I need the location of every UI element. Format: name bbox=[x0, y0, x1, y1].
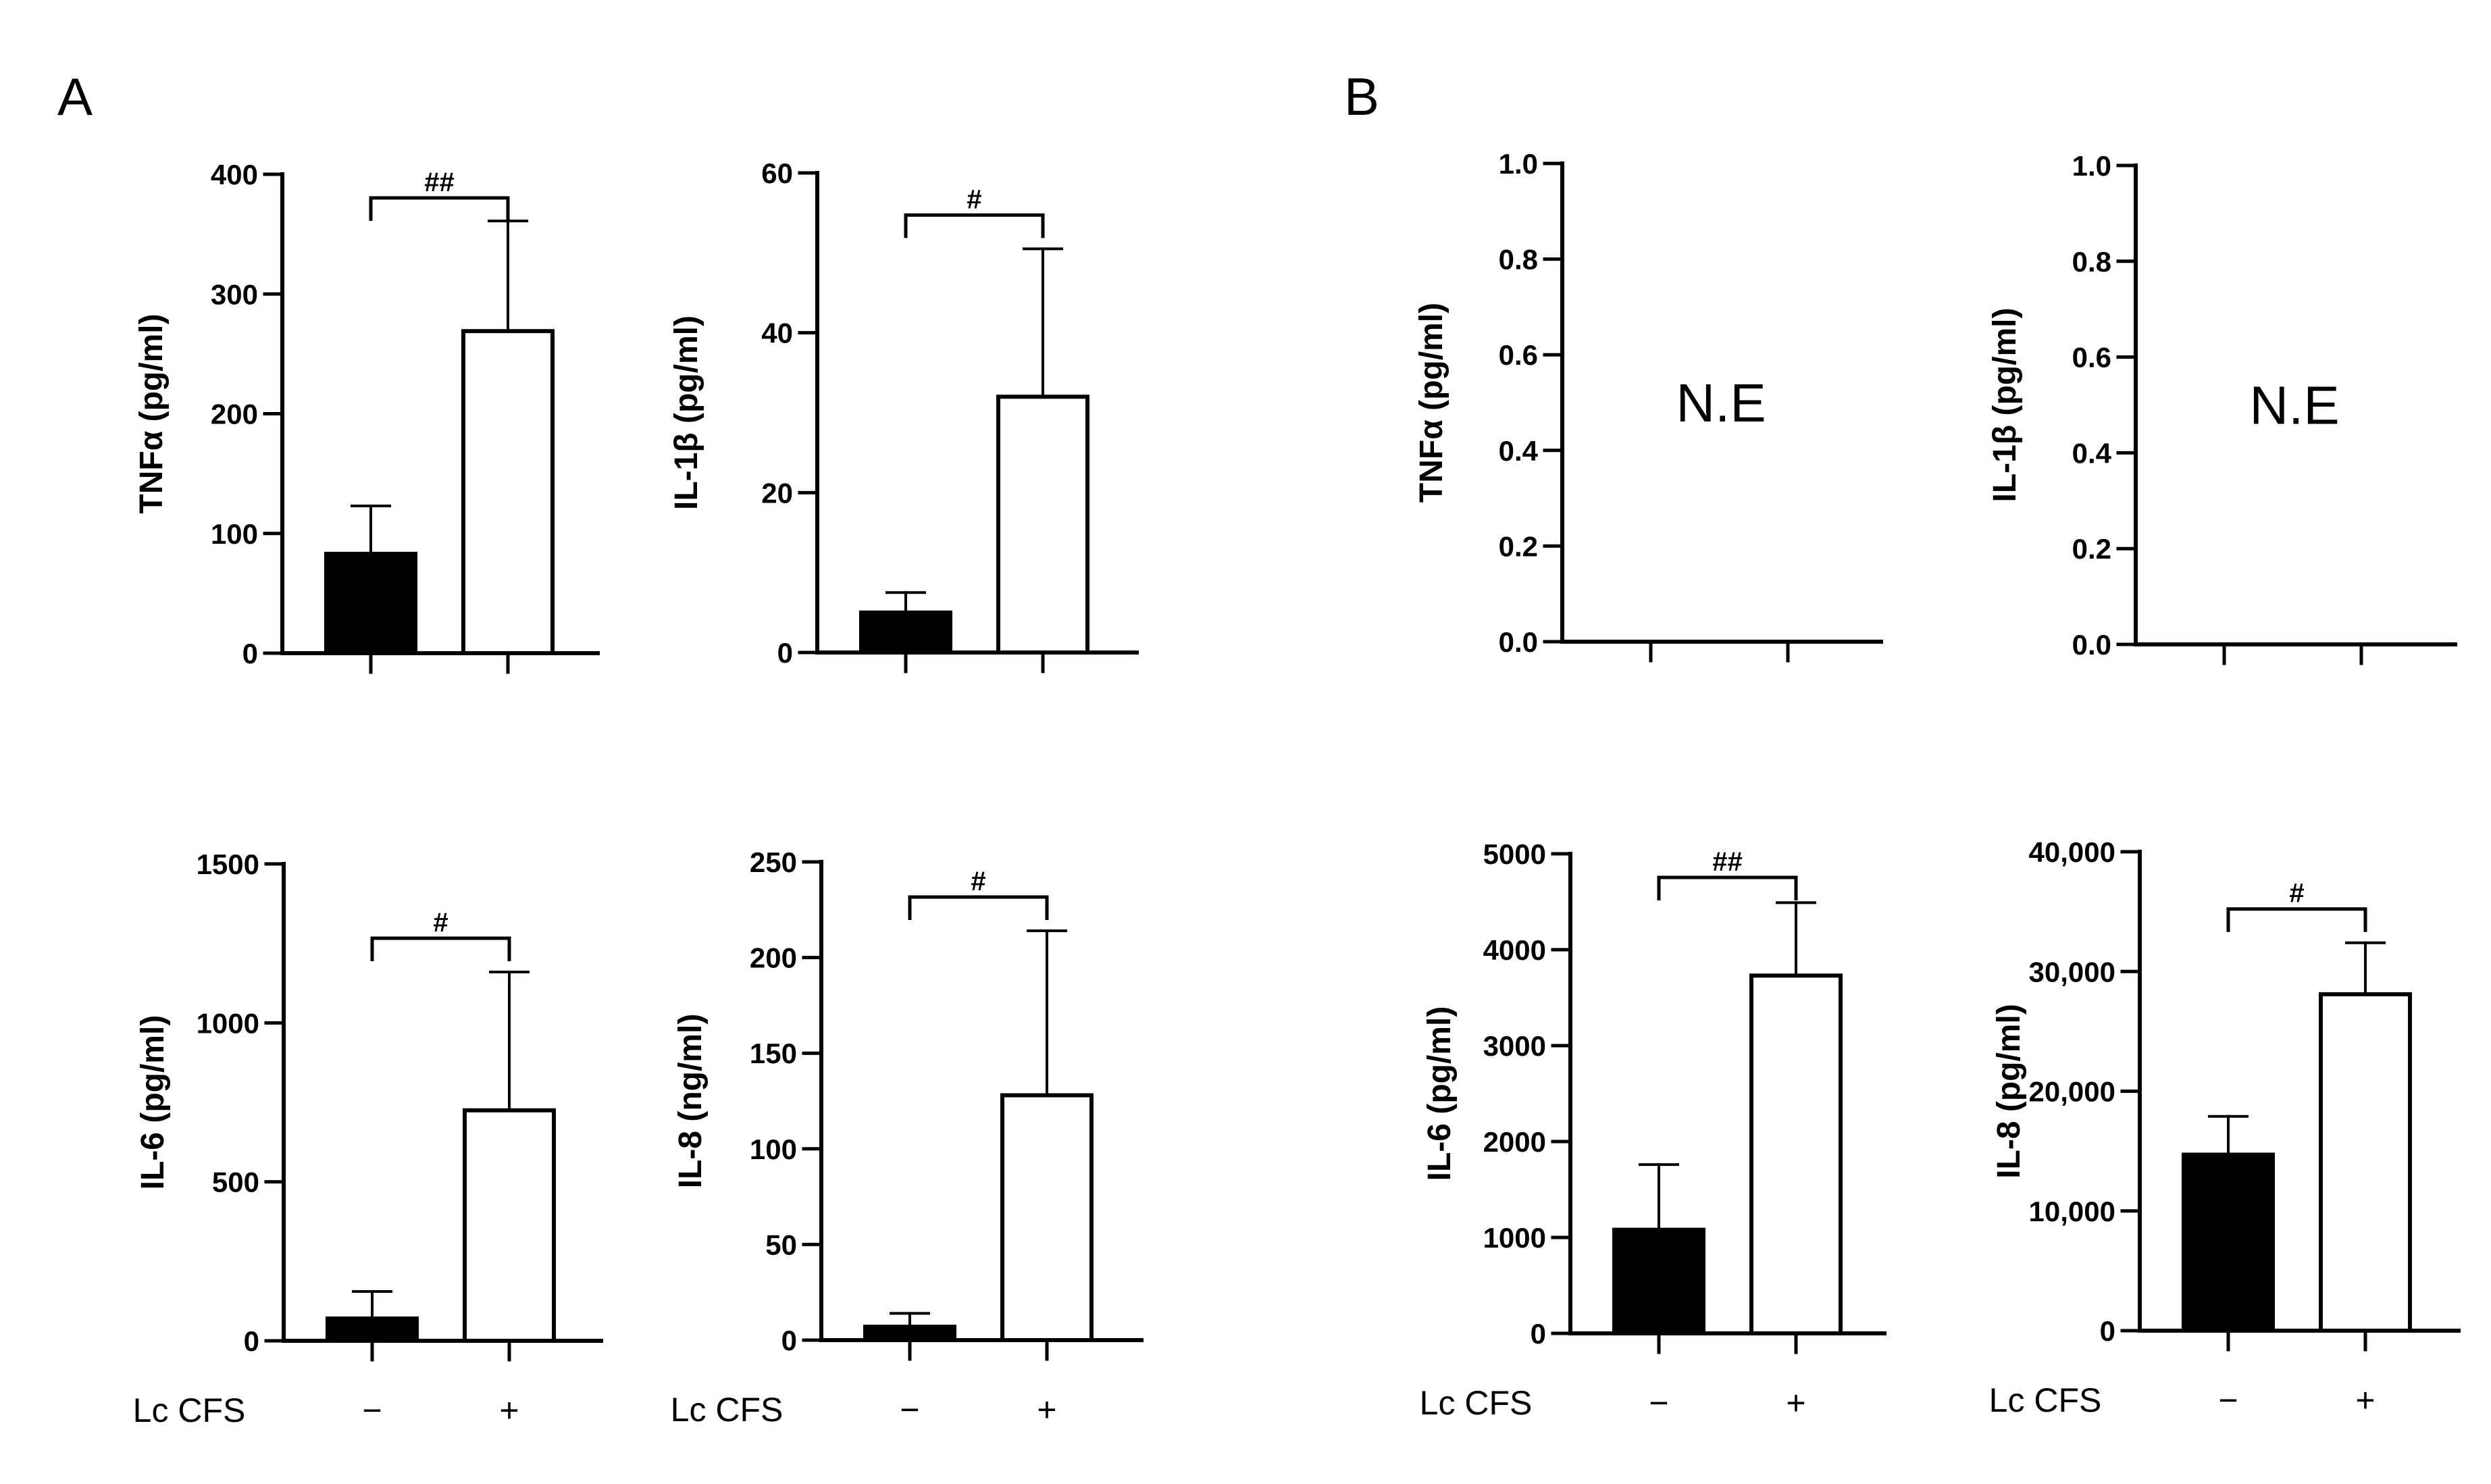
not-evaluated-label: N.E bbox=[2249, 376, 2339, 436]
y-axis-title: IL-1β (pg/ml) bbox=[669, 315, 704, 510]
bar-treated bbox=[2319, 992, 2412, 1333]
y-tick-label: 0 bbox=[1531, 1318, 1546, 1350]
y-tick-label: 400 bbox=[211, 159, 258, 190]
bar-control bbox=[1612, 1227, 1705, 1336]
bar-treated bbox=[1000, 1093, 1094, 1343]
y-tick-label: 500 bbox=[212, 1167, 259, 1198]
significance-label: # bbox=[433, 908, 448, 938]
category-plus: + bbox=[499, 1391, 519, 1429]
y-tick-label: 2000 bbox=[1483, 1126, 1546, 1158]
chart-b-il6: 0 1000 2000 3000 4000 5000 IL-6 (pg/ml) ## Lc CF… bbox=[1420, 838, 1886, 1422]
bar-treated bbox=[461, 329, 555, 655]
y-axis-title: TNFα (pg/ml) bbox=[134, 313, 170, 513]
category-plus: + bbox=[2355, 1381, 2375, 1419]
y-tick-label: 0.4 bbox=[2072, 437, 2112, 469]
y-tick-label: 4000 bbox=[1483, 934, 1546, 966]
bar-control bbox=[859, 610, 952, 655]
category-minus: − bbox=[2218, 1381, 2238, 1419]
y-tick-label: 1.0 bbox=[2072, 150, 2111, 182]
category-minus: − bbox=[900, 1391, 919, 1429]
significance-label: ## bbox=[424, 168, 455, 197]
chart-a-il1b: 0 20 40 60 IL-1β (pg/ml) # bbox=[669, 157, 1139, 673]
y-tick-label: 300 bbox=[211, 278, 258, 310]
y-tick-label: 0.8 bbox=[2072, 246, 2111, 278]
bar-treated bbox=[996, 394, 1089, 655]
chart-a-il8: 0 50 100 150 200 250 IL-8 (ng/ml) # Lc CFS − + bbox=[671, 846, 1144, 1429]
y-tick-label: 0.2 bbox=[1499, 530, 1538, 562]
y-tick-label: 60 bbox=[761, 157, 793, 189]
y-tick-label: 0 bbox=[244, 1325, 259, 1357]
y-axis-title: IL-8 (pg/ml) bbox=[1991, 1004, 2027, 1179]
y-tick-label: 1000 bbox=[1483, 1222, 1546, 1254]
chart-a-il6: 0 500 1000 1500 IL-6 (pg/ml) # Lc CFS − + bbox=[133, 848, 603, 1429]
category-plus: + bbox=[1037, 1391, 1056, 1429]
y-axis-title: IL-6 (pg/ml) bbox=[135, 1015, 171, 1190]
significance-bracket bbox=[908, 895, 1049, 920]
y-tick-label: 20 bbox=[761, 477, 793, 509]
y-tick-label: 20,000 bbox=[2029, 1076, 2115, 1108]
group-axis-label: Lc CFS bbox=[1989, 1381, 2102, 1419]
panel-a-label: A bbox=[57, 67, 93, 126]
bar-control bbox=[326, 1316, 419, 1344]
y-tick-label: 1.0 bbox=[1499, 148, 1538, 180]
y-tick-label: 1500 bbox=[197, 848, 259, 880]
y-axis-title: IL-6 (pg/ml) bbox=[1422, 1006, 1458, 1181]
y-tick-label: 0.0 bbox=[2072, 629, 2111, 661]
bar-treated bbox=[1749, 973, 1843, 1335]
group-axis-label: Lc CFS bbox=[671, 1391, 784, 1429]
significance-bracket bbox=[2226, 907, 2367, 932]
chart-b-il1b: 0.0 0.2 0.4 0.6 0.8 1.0 IL-1β (pg/ml) N.E bbox=[1987, 150, 2457, 665]
y-tick-label: 0 bbox=[781, 1325, 797, 1356]
category-minus: − bbox=[362, 1391, 382, 1429]
y-tick-label: 0.0 bbox=[1499, 626, 1538, 658]
y-tick-label: 250 bbox=[750, 846, 797, 878]
y-tick-label: 3000 bbox=[1483, 1030, 1546, 1062]
y-tick-label: 0.4 bbox=[1499, 435, 1539, 467]
category-minus: − bbox=[1649, 1384, 1668, 1422]
y-tick-label: 50 bbox=[765, 1229, 797, 1260]
y-tick-label: 0 bbox=[2100, 1315, 2115, 1347]
y-tick-label: 5000 bbox=[1483, 838, 1546, 870]
y-tick-label: 0.6 bbox=[2072, 342, 2111, 374]
significance-label: # bbox=[2289, 879, 2304, 909]
y-tick-label: 40 bbox=[761, 317, 793, 349]
bar-control bbox=[324, 551, 417, 655]
bar-control bbox=[2182, 1152, 2275, 1333]
significance-bracket bbox=[370, 936, 511, 962]
y-tick-label: 0 bbox=[777, 637, 793, 669]
group-axis-label: Lc CFS bbox=[133, 1391, 246, 1429]
y-tick-label: 40,000 bbox=[2029, 836, 2115, 868]
bar-treated bbox=[463, 1108, 556, 1344]
y-tick-label: 100 bbox=[211, 518, 258, 550]
category-plus: + bbox=[1786, 1384, 1805, 1422]
y-axis-title: IL-1β (pg/ml) bbox=[1987, 308, 2023, 503]
y-tick-label: 200 bbox=[750, 942, 797, 974]
chart-b-il8: 0 10,000 20,000 30,000 40,000 IL-8 (pg/ml) # Lc… bbox=[1989, 836, 2461, 1419]
y-tick-label: 0.6 bbox=[1499, 339, 1538, 371]
y-tick-label: 0.8 bbox=[1499, 244, 1538, 276]
y-tick-label: 0 bbox=[242, 638, 258, 669]
bar-control bbox=[863, 1325, 956, 1343]
y-tick-label: 200 bbox=[211, 399, 258, 430]
panel-b-label: B bbox=[1344, 67, 1379, 126]
significance-bracket bbox=[1657, 875, 1798, 900]
y-tick-label: 150 bbox=[750, 1038, 797, 1069]
not-evaluated-label: N.E bbox=[1676, 373, 1766, 433]
y-tick-label: 100 bbox=[750, 1133, 797, 1165]
y-axis-title: TNFα (pg/ml) bbox=[1414, 303, 1449, 503]
group-axis-label: Lc CFS bbox=[1420, 1384, 1533, 1422]
significance-label: ## bbox=[1712, 847, 1743, 877]
significance-bracket bbox=[904, 213, 1045, 238]
significance-bracket bbox=[369, 196, 510, 221]
y-axis-title: IL-8 (ng/ml) bbox=[673, 1014, 709, 1189]
y-tick-label: 1000 bbox=[197, 1007, 259, 1039]
significance-label: # bbox=[967, 184, 981, 214]
y-tick-label: 0.2 bbox=[2072, 533, 2111, 565]
y-tick-label: 30,000 bbox=[2029, 956, 2115, 988]
significance-label: # bbox=[971, 867, 985, 896]
y-tick-label: 10,000 bbox=[2029, 1196, 2115, 1227]
chart-a-tnfa: 0 100 200 300 400 TNFα (pg/ml) ## bbox=[134, 159, 600, 674]
chart-b-tnfa: 0.0 0.2 0.4 0.6 0.8 1.0 TNFα (pg/ml) N.E bbox=[1414, 148, 1883, 663]
